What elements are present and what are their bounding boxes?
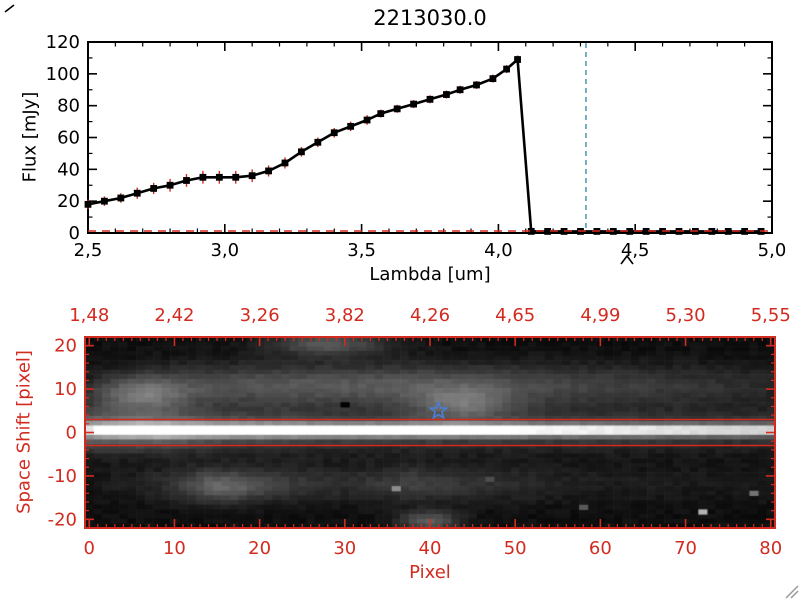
wavelength-tick-label: 4,99	[580, 305, 620, 326]
data-point-marker	[265, 167, 272, 175]
data-point-marker	[724, 228, 732, 235]
pixel-tick-label: 0	[84, 538, 95, 559]
data-point-marker	[443, 91, 450, 98]
data-point-marker	[626, 228, 634, 235]
data-point-marker	[117, 194, 125, 202]
data-point-marker	[489, 75, 497, 83]
data-point-marker	[133, 189, 141, 197]
data-point-marker	[544, 228, 552, 235]
wavelength-tick-label: 3,26	[240, 305, 280, 326]
data-point-marker	[393, 105, 401, 113]
data-point-marker	[577, 228, 584, 235]
x-tick-label: 4,5	[621, 240, 650, 261]
data-point-marker	[314, 138, 322, 146]
wavelength-tick-label: 3,82	[325, 305, 365, 326]
data-point-marker	[84, 200, 92, 208]
data-point-marker	[642, 228, 650, 235]
x-tick-label: 3,0	[210, 240, 239, 261]
data-point-marker	[101, 197, 108, 205]
data-point-marker	[456, 86, 464, 94]
shift-tick-label: 0	[66, 423, 77, 444]
resize-grip[interactable]	[785, 585, 799, 599]
data-point-marker	[593, 228, 601, 235]
pixel-tick-label: 60	[589, 538, 612, 559]
wavelength-tick-label: 1,48	[69, 305, 109, 326]
pixel-tick-label: 50	[504, 538, 527, 559]
wavelength-tick-label: 4,65	[495, 305, 535, 326]
data-point-marker	[232, 173, 240, 181]
flux-axis-label: Flux [mJy]	[19, 91, 41, 183]
pixel-tick-label: 70	[674, 538, 697, 559]
shift-tick-label: 10	[54, 379, 77, 400]
pixel-tick-label: 30	[333, 538, 356, 559]
pixel-tick-label: 80	[759, 538, 782, 559]
data-point-marker	[215, 173, 223, 181]
data-point-marker	[741, 228, 749, 235]
lambda-axis-label: Lambda [um]	[369, 264, 491, 285]
pixel-axis-label: Pixel	[409, 562, 451, 583]
wavelength-tick-label: 5,55	[751, 305, 791, 326]
data-point-marker	[363, 116, 371, 124]
x-tick-label: 5,0	[758, 240, 787, 261]
spectrum-line	[87, 58, 762, 233]
pixel-tick-label: 20	[248, 538, 271, 559]
x-tick-label: 4,0	[484, 240, 513, 261]
wavelength-tick-label: 4,26	[410, 305, 450, 326]
spectral-image-canvas	[85, 337, 775, 528]
space-shift-axis-label: Space Shift [pixel]	[13, 350, 35, 514]
data-point-marker	[514, 56, 521, 63]
y-tick-label: 120	[46, 32, 80, 53]
data-point-marker	[248, 172, 256, 180]
cursor-caret-artifact	[620, 254, 634, 265]
page-title: 2213030.0	[373, 6, 487, 30]
data-point-marker	[183, 177, 190, 184]
resize-grip[interactable]	[790, 590, 799, 599]
data-point-marker	[199, 173, 207, 181]
data-point-marker	[347, 122, 355, 130]
shift-tick-label: 20	[54, 336, 77, 357]
stray-mark-artifact	[4, 4, 15, 13]
x-tick-label: 3,5	[347, 240, 376, 261]
data-point-marker	[757, 228, 765, 235]
data-point-marker	[503, 65, 511, 73]
shift-tick-label: -20	[48, 509, 77, 530]
spectrum-plot-frame	[87, 41, 773, 234]
y-tick-label: 80	[57, 96, 80, 117]
y-tick-label: 100	[46, 64, 80, 85]
shift-tick-label: -10	[48, 466, 77, 487]
data-point-marker	[560, 228, 568, 235]
data-point-marker	[426, 95, 434, 103]
wavelength-tick-label: 5,30	[666, 305, 706, 326]
pixel-tick-label: 40	[419, 538, 442, 559]
data-point-marker	[330, 129, 338, 137]
data-point-marker	[473, 81, 480, 89]
data-point-marker	[691, 228, 699, 235]
y-tick-label: 20	[57, 191, 80, 212]
data-point-marker	[410, 100, 417, 108]
data-point-marker	[166, 181, 174, 189]
data-point-marker	[281, 159, 289, 167]
y-tick-label: 40	[57, 159, 80, 180]
wavelength-tick-label: 2,42	[154, 305, 194, 326]
y-tick-label: 0	[69, 223, 80, 244]
data-point-marker	[675, 228, 683, 235]
data-point-marker	[298, 148, 305, 156]
data-point-marker	[527, 228, 535, 235]
x-tick-label: 2,5	[74, 240, 103, 261]
data-point-marker	[377, 110, 385, 118]
data-point-marker	[708, 228, 716, 235]
pixel-tick-label: 10	[163, 538, 186, 559]
data-point-marker	[150, 185, 158, 192]
data-point-marker	[659, 228, 666, 235]
y-tick-label: 60	[57, 128, 80, 149]
data-point-marker	[609, 228, 617, 235]
